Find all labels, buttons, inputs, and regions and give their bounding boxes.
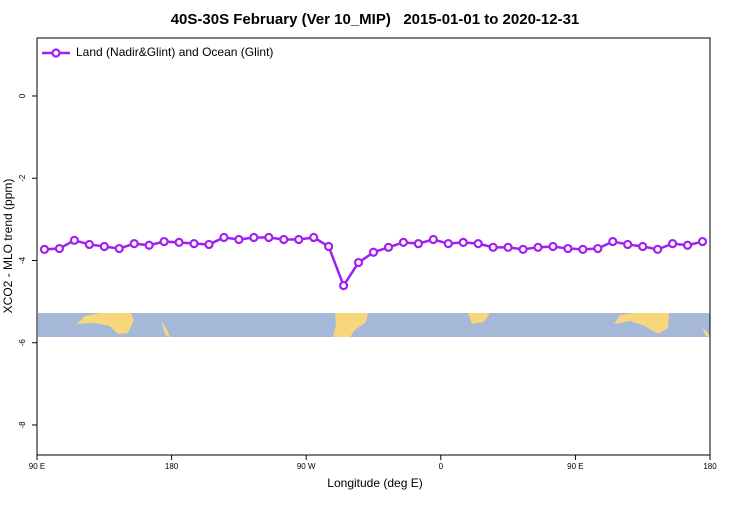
- data-point: [398, 237, 409, 247]
- data-point: [309, 232, 319, 243]
- legend-marker: [51, 48, 61, 58]
- data-point: [623, 239, 633, 250]
- data-point: [84, 239, 94, 250]
- data-point: [518, 244, 528, 254]
- data-line: [44, 236, 703, 289]
- plot-frame: [36, 37, 711, 456]
- data-point: [279, 234, 289, 245]
- data-point: [443, 239, 453, 249]
- data-point: [413, 239, 423, 249]
- data-point: [294, 234, 304, 245]
- data-point: [563, 243, 573, 254]
- data-point: [533, 242, 543, 252]
- data-point: [69, 235, 79, 245]
- y-tick-label: -8: [18, 421, 27, 429]
- data-point: [219, 232, 229, 243]
- y-tick-label: -4: [18, 256, 27, 264]
- data-point: [249, 232, 259, 243]
- x-tick-label: 90 W: [297, 462, 316, 471]
- data-point: [264, 232, 274, 243]
- data-point: [548, 241, 558, 252]
- data-point: [593, 243, 603, 254]
- data-point: [488, 242, 498, 252]
- data-point: [368, 247, 379, 257]
- data-point: [608, 236, 618, 247]
- data-point: [653, 244, 663, 254]
- x-tick-label: 0: [439, 462, 444, 471]
- chart-title: 40S-30S February (Ver 10_MIP) 2015-01-01…: [171, 11, 580, 28]
- x-axis-label: Longitude (deg E): [327, 476, 422, 490]
- data-point: [503, 242, 513, 252]
- data-point: [189, 239, 199, 249]
- data-point: [353, 257, 364, 268]
- data-point: [668, 239, 678, 249]
- data-point: [54, 243, 65, 254]
- data-point: [159, 236, 169, 247]
- x-tick-label: 180: [165, 462, 179, 471]
- y-tick-label: -2: [18, 174, 27, 182]
- data-point: [473, 239, 483, 249]
- data-point: [578, 244, 588, 254]
- x-tick-label: 180: [703, 462, 717, 471]
- y-axis-label: XCO2 - MLO trend (ppm): [1, 179, 15, 314]
- data-point: [383, 242, 394, 252]
- x-tick-label: 90 E: [29, 462, 45, 471]
- map-strip: [38, 313, 710, 337]
- legend-label: Land (Nadir&Glint) and Ocean (Glint): [76, 45, 273, 59]
- data-point: [682, 240, 693, 250]
- x-tick-label: 90 E: [567, 462, 583, 471]
- data-point: [99, 241, 109, 252]
- data-point: [144, 240, 154, 250]
- data-point: [324, 241, 334, 252]
- data-point: [114, 243, 124, 254]
- data-point: [174, 237, 184, 247]
- data-point: [129, 239, 139, 249]
- data-point: [338, 280, 349, 291]
- data-point: [204, 239, 214, 250]
- data-point: [39, 244, 50, 254]
- data-point: [428, 234, 438, 245]
- y-tick-label: 0: [18, 93, 27, 98]
- data-point: [638, 241, 648, 252]
- data-point: [458, 237, 468, 247]
- y-tick-label: -6: [18, 339, 27, 347]
- data-point: [697, 236, 708, 247]
- data-point: [234, 234, 244, 245]
